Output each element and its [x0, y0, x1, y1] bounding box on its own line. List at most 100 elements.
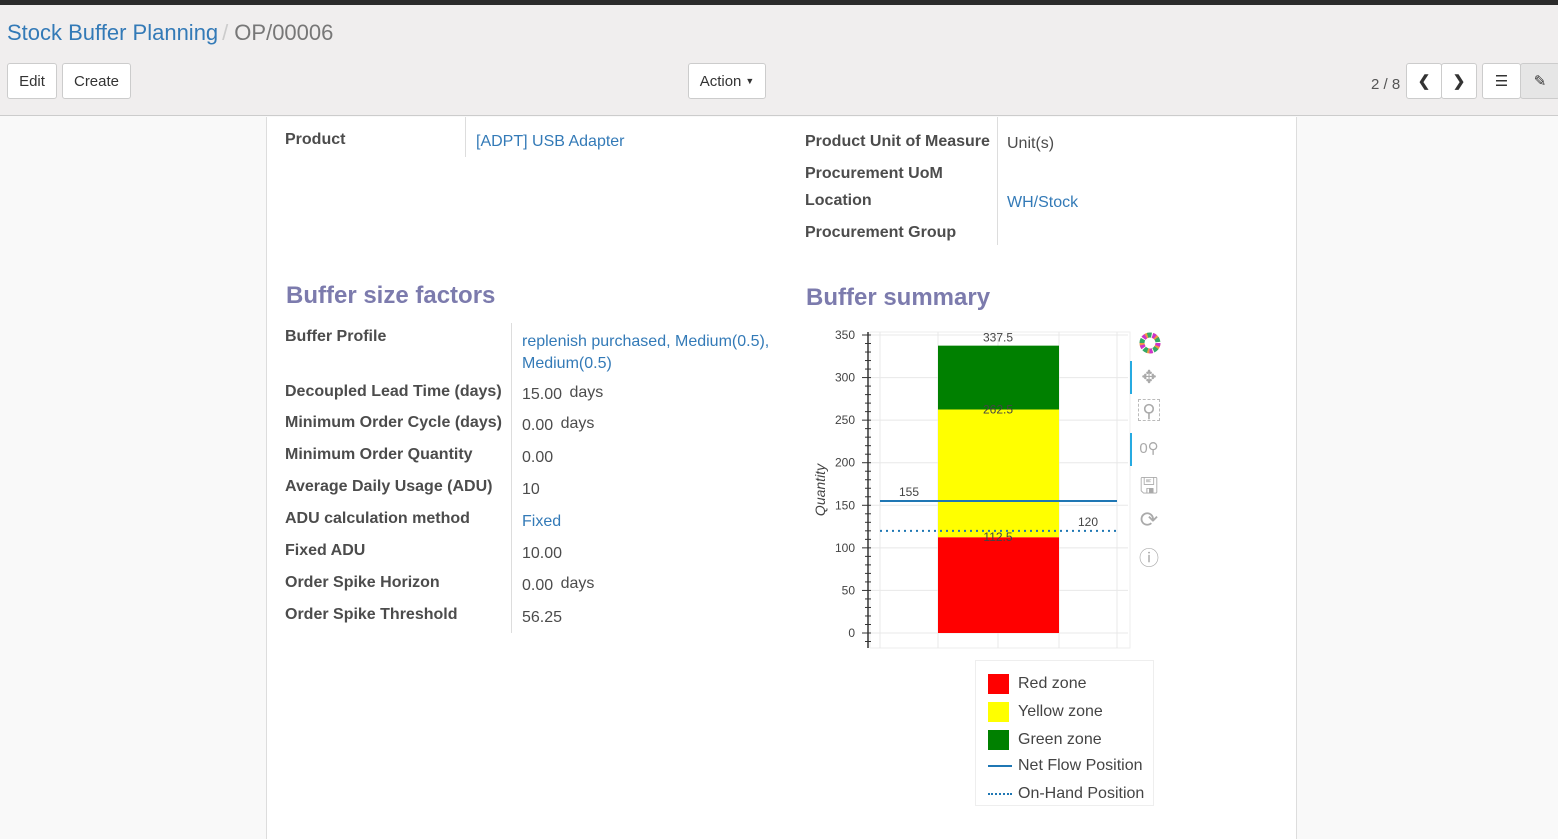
- reset-icon[interactable]: ⟳: [1139, 507, 1159, 532]
- y-tick-label: 150: [835, 498, 855, 512]
- save-icon[interactable]: 🖫: [1139, 473, 1159, 498]
- factor-value: 0.00 days: [522, 575, 595, 595]
- divider: [511, 323, 512, 633]
- y-tick-label: 300: [835, 371, 855, 385]
- factor-value-text: 10: [522, 481, 540, 498]
- location-label: Location: [805, 192, 872, 209]
- location-value[interactable]: WH/Stock: [1007, 194, 1079, 211]
- factor-value-text: 10.00: [522, 545, 563, 562]
- legend-swatch: [988, 730, 1009, 750]
- action-button[interactable]: Action ▼: [688, 63, 766, 99]
- factor-value: 10: [522, 481, 540, 499]
- legend-item-red-zone: Red zone: [988, 674, 1087, 694]
- legend-item-yellow-zone: Yellow zone: [988, 702, 1103, 722]
- legend-label: Red zone: [1018, 675, 1087, 692]
- zone-top-label: 337.5: [983, 331, 1013, 345]
- factor-label: Minimum Order Cycle (days): [285, 414, 502, 431]
- y-tick-label: 350: [835, 328, 855, 342]
- legend-item-on-hand: On-Hand Position: [988, 785, 1144, 803]
- factor-label: Order Spike Threshold: [285, 606, 458, 623]
- legend-label: Net Flow Position: [1018, 757, 1143, 774]
- buffer-size-factors-title: Buffer size factors: [286, 282, 496, 309]
- factor-value-text: 56.25: [522, 609, 563, 626]
- divider: [465, 117, 466, 157]
- factor-value-text: Fixed: [522, 513, 562, 530]
- factor-value-text: replenish purchased, Medium(0.5),: [522, 333, 770, 350]
- product-label: Product: [285, 131, 346, 148]
- factor-unit: days: [560, 415, 595, 432]
- box-zoom-icon[interactable]: ⚲: [1138, 399, 1160, 421]
- zone-top-label: 262.5: [983, 403, 1013, 417]
- factor-value-text: Medium(0.5): [522, 355, 612, 372]
- factor-value: 10.00: [522, 545, 562, 563]
- legend-swatch: [988, 793, 1012, 795]
- legend-label: On-Hand Position: [1018, 785, 1145, 802]
- procurement-uom-label: Procurement UoM: [805, 165, 943, 182]
- factor-value-text: 15.00: [522, 386, 563, 403]
- buffer-summary-title: Buffer summary: [806, 284, 991, 311]
- factor-label: Decoupled Lead Time (days): [285, 383, 502, 400]
- bar-green-zone: [938, 345, 1059, 410]
- legend-item-green-zone: Green zone: [988, 730, 1102, 750]
- y-tick-label: 50: [842, 583, 856, 597]
- zone-top-label: 112.5: [983, 530, 1012, 544]
- product-value[interactable]: [ADPT] USB Adapter: [476, 133, 625, 150]
- factor-value: 56.25: [522, 609, 562, 627]
- factor-value[interactable]: replenish purchased, Medium(0.5), Medium(…: [522, 331, 782, 375]
- active-tool-indicator: [1130, 433, 1132, 466]
- factor-value[interactable]: Fixed: [522, 513, 561, 531]
- action-label: Action: [699, 72, 742, 90]
- bokeh-logo-icon[interactable]: [1138, 331, 1161, 354]
- active-tool-indicator: [1130, 361, 1132, 394]
- uom-label: Product Unit of Measure: [805, 133, 990, 150]
- breadcrumb-parent[interactable]: Stock Buffer Planning: [7, 20, 219, 45]
- chevron-right-icon: ❯: [1452, 73, 1466, 90]
- legend-label: Yellow zone: [1018, 703, 1103, 720]
- bar-red-zone: [938, 537, 1059, 633]
- legend-swatch: [988, 765, 1012, 767]
- pager-next-button[interactable]: ❯: [1441, 63, 1477, 99]
- list-view-button[interactable]: ☰: [1482, 63, 1521, 99]
- bar-yellow-zone: [938, 409, 1059, 538]
- caret-down-icon: ▼: [745, 76, 755, 86]
- form-view-button[interactable]: ✎: [1520, 63, 1558, 99]
- factor-label: Order Spike Horizon: [285, 574, 440, 591]
- factor-label: Buffer Profile: [285, 328, 387, 345]
- list-icon: ☰: [1494, 73, 1509, 90]
- edit-form-icon: ✎: [1533, 73, 1547, 90]
- create-button[interactable]: Create: [62, 63, 131, 99]
- procurement-group-label: Procurement Group: [805, 224, 957, 241]
- legend-item-net-flow: Net Flow Position: [988, 757, 1143, 775]
- factor-value: 0.00: [522, 449, 553, 467]
- factor-value-text: 0.00: [522, 449, 554, 466]
- pan-icon[interactable]: ✥: [1141, 367, 1157, 387]
- factor-value: 0.00 days: [522, 415, 595, 435]
- top-bar: [0, 0, 1558, 5]
- chevron-left-icon: ❮: [1417, 73, 1431, 90]
- legend-swatch: [988, 674, 1009, 694]
- factor-unit: days: [560, 575, 595, 592]
- legend-swatch: [988, 702, 1009, 722]
- help-icon[interactable]: ⓘ: [1139, 548, 1159, 570]
- factor-label: Average Daily Usage (ADU): [285, 478, 493, 495]
- pager-value: 2 / 8: [1371, 76, 1401, 93]
- y-axis-label: Quantity: [812, 463, 828, 516]
- factor-value-text: 0.00: [522, 577, 554, 594]
- breadcrumb: Stock Buffer Planning / OP/00006: [7, 20, 334, 45]
- edit-button[interactable]: Edit: [7, 63, 57, 99]
- y-tick-label: 250: [835, 413, 855, 427]
- control-panel: [0, 5, 1558, 116]
- legend-label: Green zone: [1018, 731, 1102, 748]
- y-tick-label: 0: [848, 626, 855, 640]
- factor-unit: days: [569, 384, 604, 401]
- factor-value: 15.00 days: [522, 384, 604, 404]
- breadcrumb-current: OP/00006: [234, 20, 334, 45]
- line-value-label: 120: [1078, 515, 1098, 529]
- line-value-label: 155: [899, 485, 919, 499]
- factor-label: Minimum Order Quantity: [285, 446, 473, 463]
- wheel-zoom-icon[interactable]: 0⚲: [1139, 440, 1159, 457]
- divider: [997, 117, 998, 245]
- uom-value: Unit(s): [1007, 135, 1055, 152]
- y-tick-label: 200: [835, 456, 855, 470]
